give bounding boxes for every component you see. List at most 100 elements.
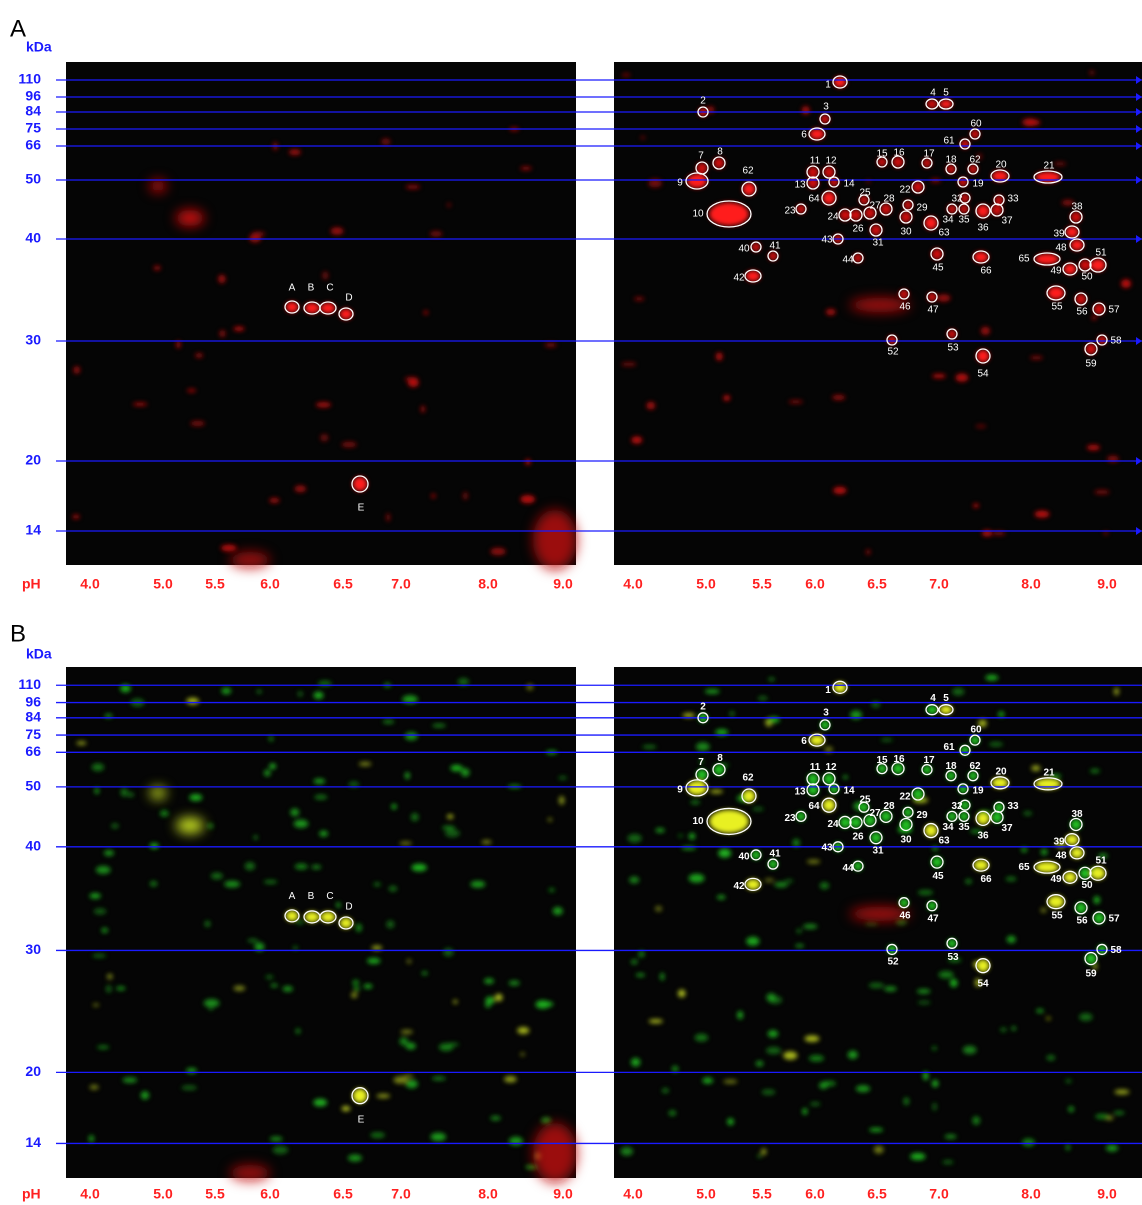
gel-spot xyxy=(1053,161,1067,166)
spot-circle xyxy=(697,106,709,118)
gel-spot xyxy=(363,984,373,989)
gel-spot xyxy=(1046,1054,1056,1061)
gel-spot xyxy=(1065,1079,1072,1084)
gel-spot xyxy=(716,895,726,900)
gel-spot xyxy=(895,918,907,925)
gel-spot xyxy=(969,829,983,834)
spot-label: 29 xyxy=(916,203,928,214)
gel-spot xyxy=(391,803,397,810)
spot-label: 55 xyxy=(1051,911,1063,922)
spot-fill xyxy=(1085,343,1097,355)
spot-label: D xyxy=(345,293,352,304)
gel-spot xyxy=(944,1134,957,1139)
ph-tick-label: 8.0 xyxy=(1021,1186,1041,1202)
gel-spot xyxy=(370,1132,385,1138)
spot-label: 58 xyxy=(1110,336,1122,347)
gel-spot xyxy=(116,986,126,991)
gel-spots xyxy=(76,677,568,1170)
ph-tick-label: 5.5 xyxy=(752,1186,772,1202)
gel-spot xyxy=(348,781,360,788)
spot-circle xyxy=(806,176,820,190)
gel-spot xyxy=(72,514,80,519)
gel-spot xyxy=(253,835,258,840)
gel-spot xyxy=(483,978,494,984)
gel-spot xyxy=(833,486,847,495)
spot-circle xyxy=(990,810,1004,825)
ph-tick-label: 9.0 xyxy=(1097,576,1117,592)
gel-spot xyxy=(931,1046,937,1051)
kda-tick-label: 96 xyxy=(25,88,41,104)
spot-label: 2 xyxy=(700,701,706,712)
gel-spot xyxy=(347,1154,362,1162)
spot-fill xyxy=(859,802,869,812)
spot-fill xyxy=(1079,259,1091,271)
ph-tick-label: 4.0 xyxy=(80,576,100,592)
spot-fill xyxy=(339,308,353,320)
kda-arrow xyxy=(1136,235,1142,243)
gel-spot xyxy=(539,1001,554,1007)
gel-spot xyxy=(288,149,301,156)
gel-spot xyxy=(207,823,214,829)
gel-spot xyxy=(447,1042,460,1046)
spot-fill xyxy=(887,944,897,954)
spot-circle xyxy=(925,98,939,110)
spot-fill xyxy=(339,917,353,929)
gel-spot xyxy=(1113,687,1120,696)
gel-spot xyxy=(404,732,418,741)
spot-fill xyxy=(320,911,336,923)
spot-circle xyxy=(923,215,939,231)
gel-spot xyxy=(1023,811,1033,816)
gel-spot xyxy=(405,1042,416,1050)
spot-label: 35 xyxy=(958,822,970,833)
gel-spot xyxy=(320,433,329,442)
spot-fill xyxy=(976,959,990,972)
gel-spot xyxy=(194,352,204,358)
spot-fill xyxy=(927,292,937,302)
spot-fill xyxy=(850,817,862,828)
spot-fill xyxy=(880,810,892,822)
kda-tick-label: 40 xyxy=(25,230,41,246)
gel-spot xyxy=(405,1079,418,1089)
spot-circle xyxy=(957,783,969,795)
spot-circle xyxy=(819,719,831,731)
spot-fill xyxy=(924,216,938,230)
spot-circle xyxy=(1074,292,1088,306)
spot-label: 47 xyxy=(927,305,939,316)
gel-spot xyxy=(768,677,776,681)
gel-spot xyxy=(998,711,1005,718)
spot-label: A xyxy=(289,891,296,902)
gel-spot xyxy=(508,980,520,986)
gel-spot xyxy=(1021,847,1028,853)
spot-circle xyxy=(767,858,779,870)
gel-spot xyxy=(974,978,981,988)
gel-spot xyxy=(682,713,696,718)
spot-label: 3 xyxy=(823,707,829,718)
spot-fill xyxy=(853,253,863,263)
gel-spot xyxy=(655,828,665,833)
spot-circle xyxy=(930,855,944,869)
spot-fill xyxy=(900,819,912,830)
spot-circle xyxy=(1089,865,1107,881)
gel-spot xyxy=(794,944,805,948)
gel-spot xyxy=(1046,1016,1051,1021)
gel-spot xyxy=(399,841,413,845)
gel-spot xyxy=(103,849,115,857)
spot-label: 35 xyxy=(958,215,970,226)
spot-circle xyxy=(852,252,864,264)
spot-circle xyxy=(821,797,837,813)
gel-spot xyxy=(265,975,274,979)
gel-spot xyxy=(806,859,821,864)
gel-spot xyxy=(181,1085,198,1091)
gel-spot xyxy=(702,1077,714,1084)
spot-label: 19 xyxy=(972,786,984,797)
gel-spot xyxy=(76,741,87,746)
spot-fill xyxy=(285,301,299,313)
gel-spot xyxy=(648,178,662,188)
spot-label: 48 xyxy=(1055,851,1067,862)
gel xyxy=(614,667,1142,1178)
spot-label: 42 xyxy=(733,881,745,892)
kda-tick-label: 110 xyxy=(18,71,41,87)
ph-tick-label: 5.0 xyxy=(153,1186,173,1202)
spot-circle xyxy=(923,822,939,839)
spot-label: 42 xyxy=(733,273,745,284)
